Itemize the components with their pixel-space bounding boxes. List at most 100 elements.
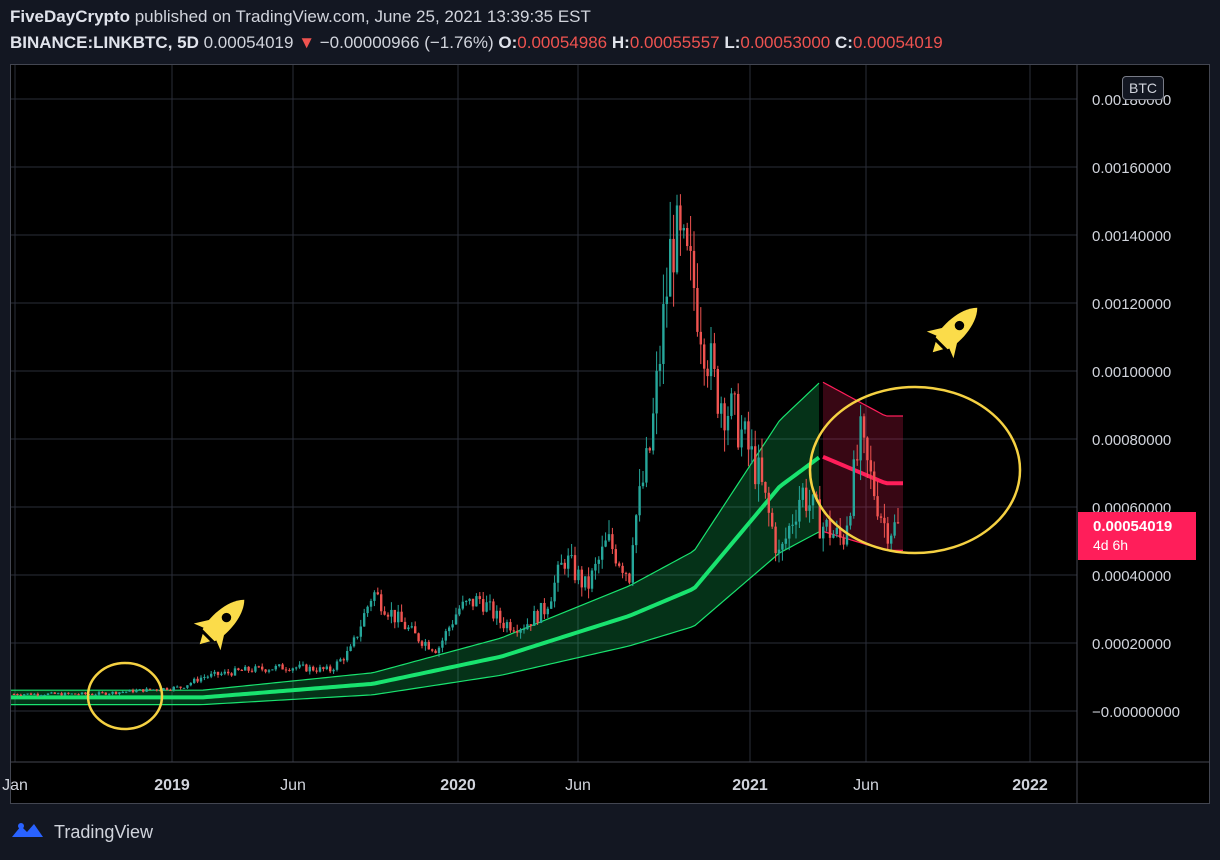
candle-body — [179, 686, 182, 688]
candle-body — [441, 640, 444, 648]
candle-body — [199, 677, 203, 682]
candle-body — [332, 669, 335, 672]
candle-body — [597, 559, 600, 564]
candle-body — [740, 429, 743, 448]
candle-body — [546, 608, 549, 615]
candle-body — [621, 565, 624, 573]
candle-body — [624, 572, 628, 574]
candle-body — [709, 343, 713, 377]
candle-body — [686, 228, 689, 247]
candle-body — [216, 671, 220, 675]
candle-body — [828, 519, 832, 538]
candle-body — [397, 611, 400, 623]
candle-body — [587, 576, 590, 589]
candle-body — [584, 576, 587, 588]
candle-body — [278, 664, 281, 666]
candle-body — [101, 692, 104, 694]
open-value: 0.00054986 — [517, 33, 608, 52]
candle-body — [308, 666, 311, 672]
candle-body — [305, 664, 308, 672]
candle-body — [77, 694, 80, 696]
candle-body — [267, 670, 271, 672]
candle-body — [407, 627, 410, 630]
candle-body — [298, 664, 301, 668]
candle-body — [111, 691, 114, 694]
change-value: −0.00000966 (−1.76%) — [319, 33, 494, 52]
candle-body — [349, 646, 352, 651]
candle-body — [733, 393, 736, 395]
band-lower-green — [11, 531, 820, 706]
candle-body — [652, 413, 655, 451]
candle-body — [152, 689, 155, 691]
candle-body — [142, 689, 145, 692]
candle-body — [131, 689, 135, 693]
candle-body — [856, 459, 859, 461]
candle-body — [257, 666, 260, 668]
high-label: H: — [611, 33, 630, 52]
candle-body — [672, 238, 675, 273]
candle-body — [451, 624, 454, 628]
candle-body — [53, 692, 56, 694]
low-label: L: — [724, 33, 741, 52]
candle-body — [159, 690, 162, 692]
candle-body — [886, 523, 889, 544]
candle-body — [94, 694, 97, 696]
band-mid-green — [11, 455, 821, 700]
candle-body — [777, 549, 781, 554]
candle-body — [288, 669, 291, 671]
candle-body — [410, 626, 413, 628]
band-upper-green — [11, 382, 820, 691]
candle-body — [580, 569, 583, 588]
candle-body — [655, 370, 658, 414]
candle-body — [760, 457, 764, 482]
rocket-icon — [926, 307, 978, 359]
candle-body — [135, 690, 138, 693]
candle-body — [206, 676, 209, 678]
candle-body — [563, 562, 566, 569]
symbol-label[interactable]: BINANCE:LINKBTC, 5D — [10, 33, 199, 52]
candle-body — [567, 555, 570, 569]
last-price-tag: 0.00054019 4d 6h — [1078, 512, 1196, 560]
tradingview-brand: TradingView — [54, 822, 154, 842]
currency-button[interactable]: BTC — [1122, 76, 1164, 100]
candle-body — [692, 250, 696, 288]
author-name[interactable]: FiveDayCrypto — [10, 7, 130, 26]
x-tick-label: Jun — [565, 777, 591, 794]
candle-body — [84, 692, 87, 695]
candle-body — [842, 537, 845, 545]
candle-body — [641, 482, 645, 487]
candle-body — [873, 471, 876, 497]
y-tick-label: 0.00020000 — [1092, 636, 1171, 653]
candle-body — [499, 610, 502, 623]
candle-body — [444, 631, 447, 641]
y-tick-label: −0.00000000 — [1092, 704, 1180, 721]
bar-countdown: 4d 6h — [1093, 537, 1129, 553]
published-text: published on TradingView.com, June 25, 2… — [134, 7, 591, 26]
candle-body — [186, 685, 189, 688]
candle-body — [726, 415, 730, 431]
candle-body — [162, 688, 165, 691]
low-value: 0.00053000 — [740, 33, 831, 52]
candle-body — [322, 667, 325, 670]
candle-body — [108, 693, 111, 695]
candle-body — [468, 598, 471, 602]
candle-body — [669, 238, 672, 297]
candle-body — [29, 693, 33, 695]
candle-body — [533, 610, 536, 626]
candle-body — [699, 331, 702, 345]
x-tick-label: 2021 — [732, 777, 768, 794]
candle-body — [594, 563, 597, 571]
candle-body — [125, 691, 128, 693]
y-tick-label: 0.00120000 — [1092, 296, 1171, 313]
y-tick-label: 0.00080000 — [1092, 432, 1171, 449]
candle-body — [57, 693, 60, 695]
candle-body — [335, 661, 339, 670]
candle-body — [560, 562, 563, 565]
candle-body — [801, 487, 804, 500]
candle-body — [743, 421, 747, 430]
candle-body — [896, 522, 900, 524]
candle-body — [703, 344, 706, 369]
tradingview-footer[interactable]: TradingView — [10, 820, 153, 845]
candle-body — [301, 664, 305, 666]
